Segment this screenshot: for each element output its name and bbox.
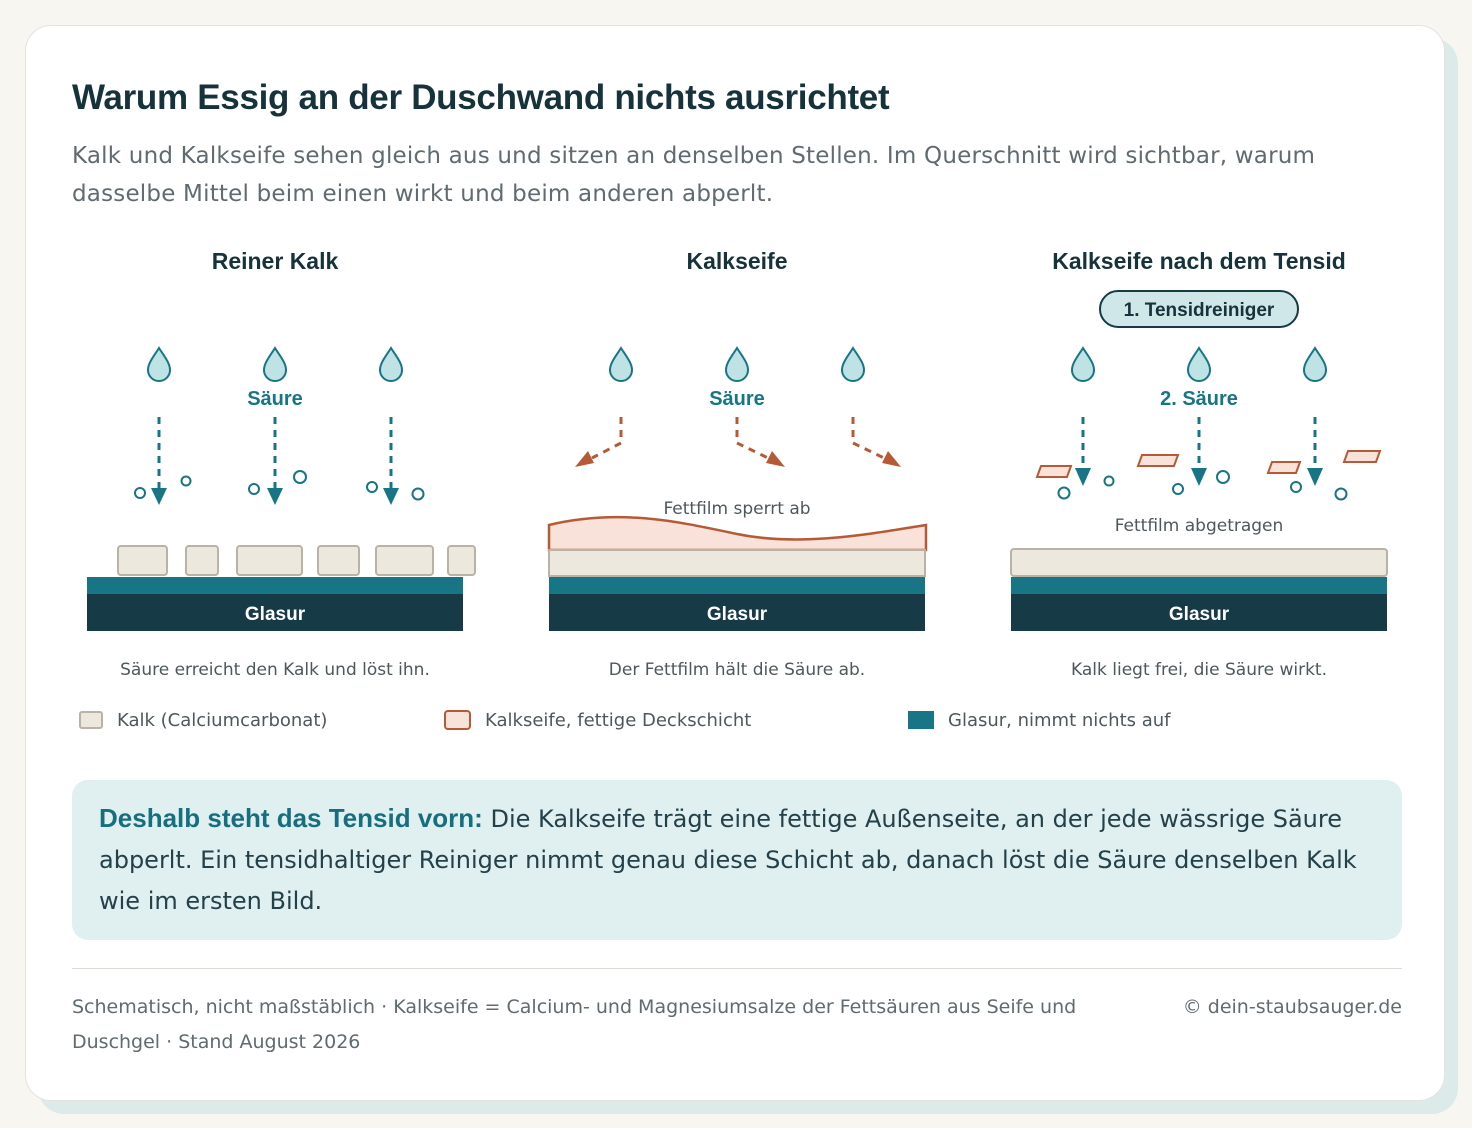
film-label: Fettfilm sperrt ab (663, 499, 810, 519)
glaze-label: Glasur (1169, 604, 1230, 625)
water-drop-icon (147, 347, 171, 382)
glaze-base (87, 594, 463, 631)
panel-lime-soap: Kalkseife Säure Fettfilm sperrt ab Glasu… (547, 248, 928, 680)
glaze-label: Glasur (707, 604, 768, 625)
glaze-top-layer (87, 577, 463, 594)
glaze-swatch (908, 711, 934, 729)
footnote: Schematisch, nicht maßstäblich · Kalksei… (72, 996, 1077, 1053)
acid-label: Säure (247, 388, 303, 410)
step-badge-label: 1. Tensidreiniger (1124, 300, 1275, 321)
legend-label: Kalk (Calciumcarbonat) (117, 709, 328, 731)
glaze-base (1011, 594, 1387, 631)
panel-heading: Reiner Kalk (212, 248, 339, 274)
water-drop-icon (609, 347, 633, 382)
step-badge (1099, 290, 1299, 328)
water-drop-icon (841, 347, 865, 382)
lime-layer (548, 549, 926, 577)
lime-soap-swatch (444, 710, 471, 730)
lime-deposits (117, 545, 476, 576)
water-drop-icon (1071, 347, 1095, 382)
legend-label: Glasur, nimmt nichts auf (948, 709, 1171, 731)
deflected-acid-arrows (591, 417, 885, 460)
acid-arrows (1081, 417, 1317, 470)
glaze-base (549, 594, 925, 631)
arrow-heads (151, 488, 399, 505)
panel-caption: Säure erreicht den Kalk und löst ihn. (120, 660, 430, 680)
water-drop-icon (1303, 347, 1327, 382)
water-drop-icon (1187, 347, 1211, 382)
callout-text: Die Kalkseife trägt eine fettige Außense… (99, 805, 1357, 915)
panel-heading: Kalkseife (686, 248, 787, 274)
water-drop-icon (263, 347, 287, 382)
callout-box: Deshalb steht das Tensid vorn: Die Kalks… (72, 780, 1402, 940)
lime-swatch (79, 711, 103, 729)
glaze-top-layer (1011, 577, 1387, 594)
panel-caption: Kalk liegt frei, die Säure wirkt. (1071, 660, 1327, 680)
arrow-heads (1075, 468, 1323, 486)
deflected-arrow-heads (575, 451, 901, 467)
glaze-label: Glasur (245, 604, 306, 625)
acid-arrows (157, 417, 393, 490)
footer-divider (72, 968, 1402, 969)
copyright: © dein-staubsauger.de (1182, 996, 1402, 1018)
bubbles (134, 470, 425, 501)
water-drop-icon (379, 347, 403, 382)
acid-label: Säure (709, 388, 765, 410)
panel-after-surfactant: Kalkseife nach dem Tensid 1. Tensidreini… (1010, 248, 1388, 680)
page-subtitle: Kalk und Kalkseife sehen gleich aus und … (72, 143, 1316, 207)
panel-pure-lime: Reiner Kalk Säure Glas (87, 248, 476, 680)
legend-item-lime-soap: Kalkseife, fettige Deckschicht (444, 706, 751, 734)
page-title: Warum Essig an der Duschwand nichts ausr… (72, 78, 890, 117)
panel-heading: Kalkseife nach dem Tensid (1052, 248, 1346, 274)
soap-flakes (1035, 450, 1382, 478)
acid-label: 2. Säure (1160, 388, 1238, 410)
lime-soap-film (547, 515, 928, 552)
legend-item-glaze: Glasur, nimmt nichts auf (908, 706, 1171, 734)
callout-lead: Deshalb steht das Tensid vorn: (99, 803, 483, 833)
cross-section-diagram: Reiner Kalk Säure Glas (87, 248, 1388, 680)
water-drop-icon (725, 347, 749, 382)
legend-item-lime: Kalk (Calciumcarbonat) (79, 706, 327, 734)
legend-label: Kalkseife, fettige Deckschicht (485, 709, 752, 731)
film-label: Fettfilm abgetragen (1115, 516, 1284, 536)
lime-layer (1010, 548, 1388, 577)
glaze-top-layer (549, 577, 925, 594)
panel-caption: Der Fettfilm hält die Säure ab. (609, 660, 865, 680)
bubbles (1057, 470, 1348, 501)
